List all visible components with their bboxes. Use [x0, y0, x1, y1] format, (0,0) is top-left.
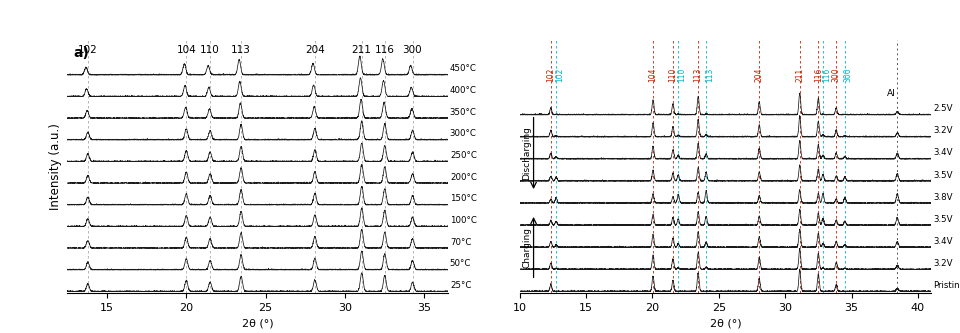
Text: Charging: Charging: [522, 227, 532, 268]
Text: 25°C: 25°C: [450, 281, 471, 290]
Text: a): a): [73, 46, 88, 60]
Text: 104: 104: [649, 68, 658, 83]
Text: 300: 300: [402, 45, 421, 55]
Text: 70°C: 70°C: [450, 238, 471, 247]
Text: 350°C: 350°C: [450, 108, 477, 117]
Text: 204: 204: [755, 68, 764, 83]
Text: 110: 110: [201, 45, 220, 55]
Text: 113: 113: [705, 68, 714, 83]
Text: 3.4V: 3.4V: [933, 149, 952, 158]
Text: 116: 116: [822, 68, 830, 83]
Text: 200°C: 200°C: [450, 173, 477, 182]
Text: 250°C: 250°C: [450, 151, 477, 160]
Text: 110: 110: [668, 68, 678, 83]
Text: 300: 300: [831, 68, 841, 83]
Text: 150°C: 150°C: [450, 194, 477, 203]
Text: 113: 113: [230, 45, 251, 55]
Text: 3.2V: 3.2V: [933, 127, 952, 136]
Text: 113: 113: [694, 68, 703, 83]
Text: Al: Al: [887, 89, 896, 98]
Text: 102: 102: [555, 68, 564, 83]
X-axis label: 2θ (°): 2θ (°): [709, 318, 741, 328]
Text: 3.8V: 3.8V: [933, 193, 952, 202]
Text: 100°C: 100°C: [450, 216, 477, 225]
Text: 211: 211: [795, 68, 804, 83]
X-axis label: 2θ (°): 2θ (°): [242, 318, 274, 328]
Text: 116: 116: [374, 45, 395, 55]
Text: 102: 102: [546, 68, 555, 83]
Text: 300: 300: [844, 68, 852, 83]
Text: 110: 110: [677, 68, 686, 83]
Text: Discharging: Discharging: [522, 127, 532, 180]
Text: 450°C: 450°C: [450, 65, 477, 74]
Text: 3.5V: 3.5V: [933, 215, 952, 224]
Text: 50°C: 50°C: [450, 259, 471, 268]
Text: 3.5V: 3.5V: [933, 170, 952, 179]
Text: 102: 102: [78, 45, 98, 55]
Text: 104: 104: [177, 45, 196, 55]
Text: 3.2V: 3.2V: [933, 259, 952, 268]
Y-axis label: Intensity (a.u.): Intensity (a.u.): [49, 123, 61, 210]
Text: 204: 204: [305, 45, 324, 55]
Text: 116: 116: [814, 68, 823, 83]
Text: 211: 211: [351, 45, 371, 55]
Text: 400°C: 400°C: [450, 86, 477, 95]
Text: 2.5V: 2.5V: [933, 104, 952, 113]
Text: 300°C: 300°C: [450, 130, 477, 139]
Text: Pristine: Pristine: [933, 281, 960, 290]
Text: 3.4V: 3.4V: [933, 237, 952, 246]
